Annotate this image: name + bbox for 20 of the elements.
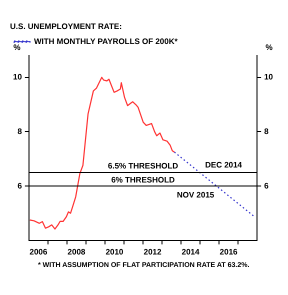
x-tick-label: 2014 bbox=[182, 247, 200, 256]
x-tick-label: 2012 bbox=[144, 247, 162, 256]
y2-tick-label: 10 bbox=[264, 72, 274, 82]
y2-tick-label: 8 bbox=[264, 126, 270, 136]
y2-axis-title: % bbox=[266, 42, 273, 52]
x-tick-label: 2010 bbox=[106, 247, 124, 256]
y2-tick-label: 6 bbox=[264, 181, 270, 190]
annotation: NOV 2015 bbox=[176, 190, 215, 200]
ref-line-label: 6.5% THRESHOLD bbox=[108, 162, 178, 171]
x-tick-label: 2006 bbox=[30, 247, 48, 256]
annotation: DEC 2014 bbox=[205, 160, 243, 170]
y-axis-title: % bbox=[13, 42, 20, 52]
x-tick-label: 2008 bbox=[68, 247, 86, 256]
y-tick-label: 8 bbox=[17, 126, 22, 136]
y-tick-label: 10 bbox=[12, 72, 22, 82]
chart-title: U.S. UNEMPLOYMENT RATE: bbox=[10, 22, 122, 32]
x-tick-label: 2016 bbox=[220, 247, 238, 256]
ref-line-label: 6% THRESHOLD bbox=[111, 175, 176, 184]
legend-label: WITH MONTHLY PAYROLLS OF 200K* bbox=[34, 36, 178, 46]
y-tick-label: 6 bbox=[17, 181, 22, 190]
